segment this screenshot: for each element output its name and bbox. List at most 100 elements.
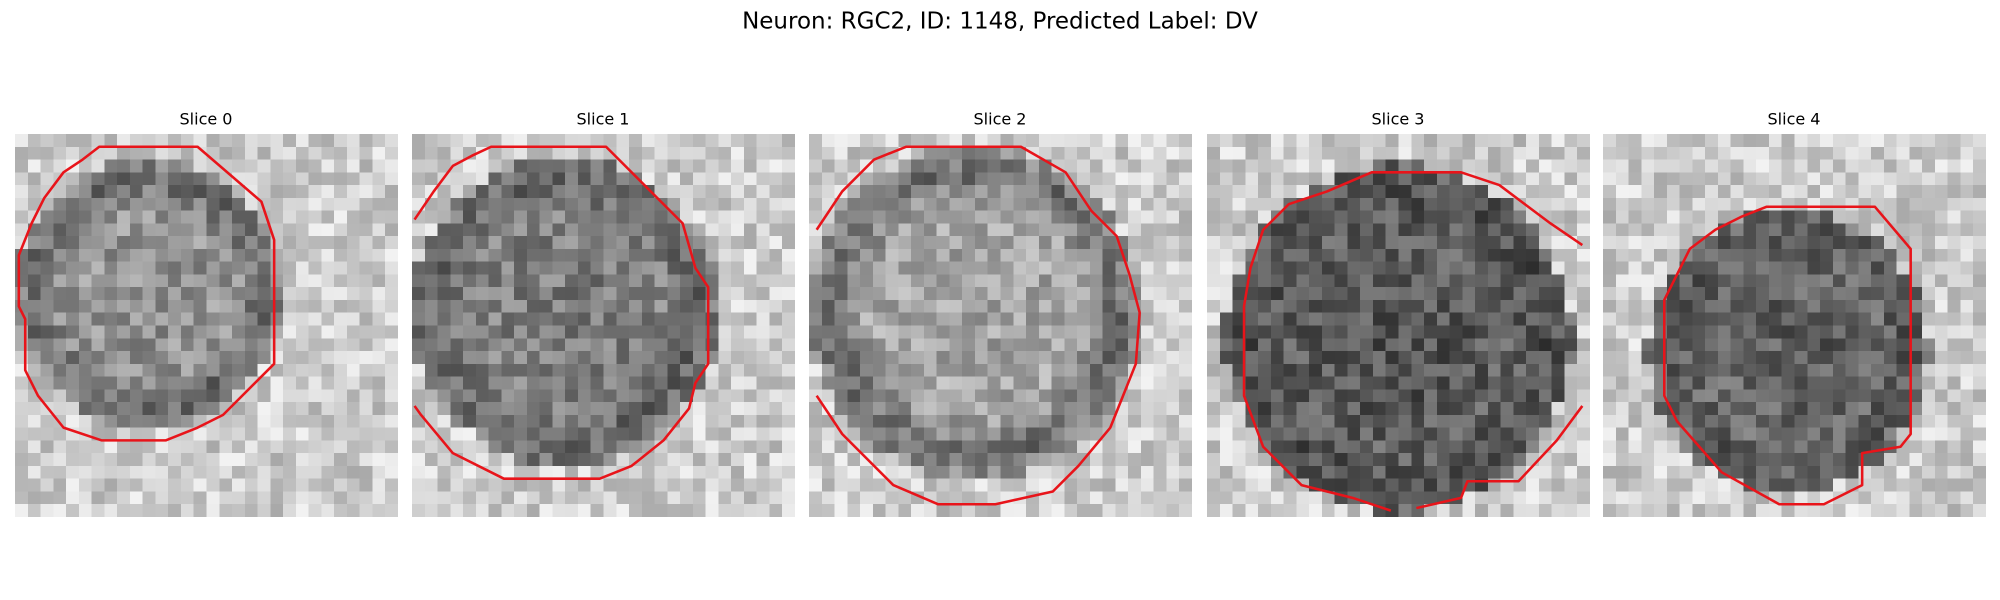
pixel — [1166, 134, 1180, 148]
pixel — [1153, 172, 1167, 186]
pixel — [1615, 299, 1629, 313]
pixel — [1692, 363, 1706, 377]
pixel — [1628, 197, 1642, 211]
pixel — [346, 248, 360, 262]
pixel — [15, 261, 29, 275]
pixel — [359, 453, 373, 467]
pixel — [1411, 389, 1425, 403]
pixel — [1258, 478, 1272, 492]
pixel — [91, 376, 105, 390]
pixel — [1385, 287, 1399, 301]
pixel — [885, 491, 899, 505]
pixel — [1089, 491, 1103, 505]
pixel — [885, 223, 899, 237]
pixel — [731, 299, 745, 313]
pixel — [603, 325, 617, 339]
pixel — [616, 338, 630, 352]
pixel — [15, 197, 29, 211]
pixel — [1013, 351, 1027, 365]
pixel — [756, 261, 770, 275]
pixel — [1692, 210, 1706, 224]
pixel — [809, 274, 823, 288]
pixel — [705, 236, 719, 250]
pixel — [616, 185, 630, 199]
pixel — [1538, 236, 1552, 250]
pixel — [1347, 440, 1361, 454]
pixel — [1538, 414, 1552, 428]
pixel — [1909, 440, 1923, 454]
pixel — [437, 236, 451, 250]
pixel — [1153, 210, 1167, 224]
pixel — [334, 363, 348, 377]
pixel — [834, 134, 848, 148]
pixel — [1577, 478, 1590, 492]
pixel — [1845, 351, 1859, 365]
pixel — [680, 504, 694, 517]
pixel — [334, 274, 348, 288]
pixel — [911, 389, 925, 403]
pixel — [1922, 351, 1936, 365]
pixel — [1743, 261, 1757, 275]
pixel — [923, 159, 937, 173]
pixel — [1128, 134, 1142, 148]
pixel — [129, 465, 143, 479]
pixel — [1219, 236, 1233, 250]
pixel — [193, 210, 207, 224]
pixel — [847, 299, 861, 313]
pixel — [1883, 172, 1897, 186]
pixel — [1115, 146, 1129, 160]
pixel — [1153, 351, 1167, 365]
pixel — [1807, 351, 1821, 365]
pixel — [552, 299, 566, 313]
pixel — [219, 363, 233, 377]
pixel — [232, 287, 246, 301]
pixel — [1628, 172, 1642, 186]
pixel — [450, 465, 464, 479]
pixel — [756, 363, 770, 377]
pixel — [206, 504, 220, 517]
pixel — [1128, 453, 1142, 467]
pixel — [1207, 363, 1221, 377]
pixel — [1140, 210, 1154, 224]
pixel — [412, 274, 426, 288]
pixel — [1385, 478, 1399, 492]
pixel — [731, 465, 745, 479]
pixel — [769, 312, 783, 326]
pixel — [1207, 134, 1221, 148]
pixel — [1909, 312, 1923, 326]
pixel — [168, 287, 182, 301]
pixel — [1756, 236, 1770, 250]
pixel — [769, 465, 783, 479]
pixel — [1947, 159, 1961, 173]
pixel — [1679, 440, 1693, 454]
pixel — [424, 210, 438, 224]
pixel — [603, 453, 617, 467]
pixel — [206, 223, 220, 237]
pixel — [923, 504, 937, 517]
pixel — [1947, 274, 1961, 288]
pixel — [1102, 440, 1116, 454]
pixel — [1424, 478, 1438, 492]
pixel — [1232, 185, 1246, 199]
pixel — [129, 261, 143, 275]
pixel — [821, 402, 835, 416]
pixel — [1153, 134, 1167, 148]
pixel — [40, 338, 54, 352]
pixel — [193, 274, 207, 288]
pixel — [860, 146, 874, 160]
pixel — [1513, 440, 1527, 454]
pixel — [270, 299, 284, 313]
pixel — [193, 338, 207, 352]
pixel — [40, 146, 54, 160]
pixel — [1385, 351, 1399, 365]
pixel — [616, 414, 630, 428]
pixel — [1436, 363, 1450, 377]
pixel — [412, 248, 426, 262]
pixel — [962, 210, 976, 224]
pixel — [1153, 223, 1167, 237]
pixel — [1922, 427, 1936, 441]
pixel — [372, 389, 386, 403]
pixel — [1000, 363, 1014, 377]
pixel — [1947, 376, 1961, 390]
pixel — [1577, 363, 1590, 377]
